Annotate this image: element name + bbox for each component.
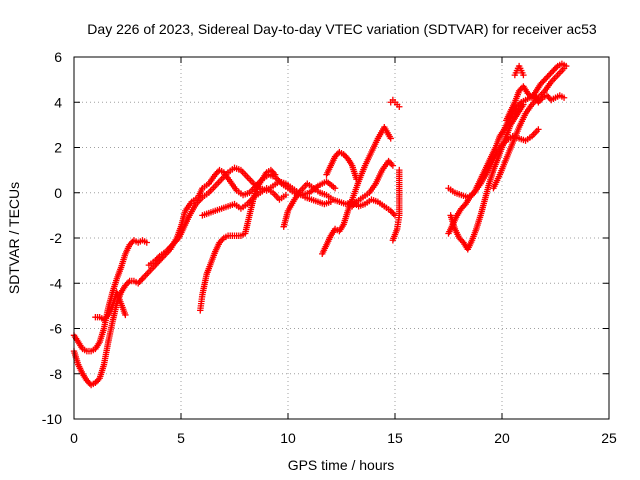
- arc-14-point: [560, 94, 568, 101]
- y-tick-label: -2: [50, 230, 63, 246]
- y-tick-label: -10: [42, 411, 62, 427]
- x-tick-label: 0: [70, 430, 78, 446]
- arc-7-point: [282, 191, 290, 199]
- arc-11-point: [389, 162, 397, 169]
- y-tick-label: -6: [50, 321, 63, 337]
- x-tick-label: 15: [387, 430, 403, 446]
- arc-2-point: [143, 239, 150, 246]
- arc-9-point: [387, 135, 394, 142]
- y-tick-label: 6: [54, 49, 62, 65]
- y-axis-title: SDTVAR / TECUs: [6, 182, 22, 294]
- x-tick-label: 10: [280, 430, 296, 446]
- y-tick-label: -8: [50, 366, 63, 382]
- arc-3-point: [122, 311, 129, 319]
- arc-16-point: [535, 126, 542, 133]
- data-marks: [70, 60, 570, 389]
- arc-4-point: [331, 185, 339, 192]
- y-tick-label: 2: [54, 140, 62, 156]
- x-axis-title: GPS time / hours: [288, 457, 395, 473]
- arc-6-point: [271, 171, 279, 178]
- x-tick-label: 5: [177, 430, 185, 446]
- arc-13-point: [396, 166, 403, 174]
- arc-19-point: [560, 65, 568, 72]
- y-tick-label: 4: [54, 94, 62, 110]
- arc-18-point: [520, 71, 527, 79]
- x-tick-label: 25: [601, 430, 617, 446]
- y-tick-label: -4: [50, 275, 63, 291]
- arc-10-point: [353, 175, 360, 183]
- y-tick-label: 0: [54, 185, 62, 201]
- arc-15-point: [520, 101, 527, 108]
- arc-12-point: [396, 103, 403, 110]
- x-tick-label: 20: [494, 430, 510, 446]
- chart-title: Day 226 of 2023, Sidereal Day-to-day VTE…: [87, 21, 597, 37]
- axis-ticks: 0 5 10 15 20 25 -10 -8 -6 -4 -2 0 2 4 6: [42, 49, 617, 446]
